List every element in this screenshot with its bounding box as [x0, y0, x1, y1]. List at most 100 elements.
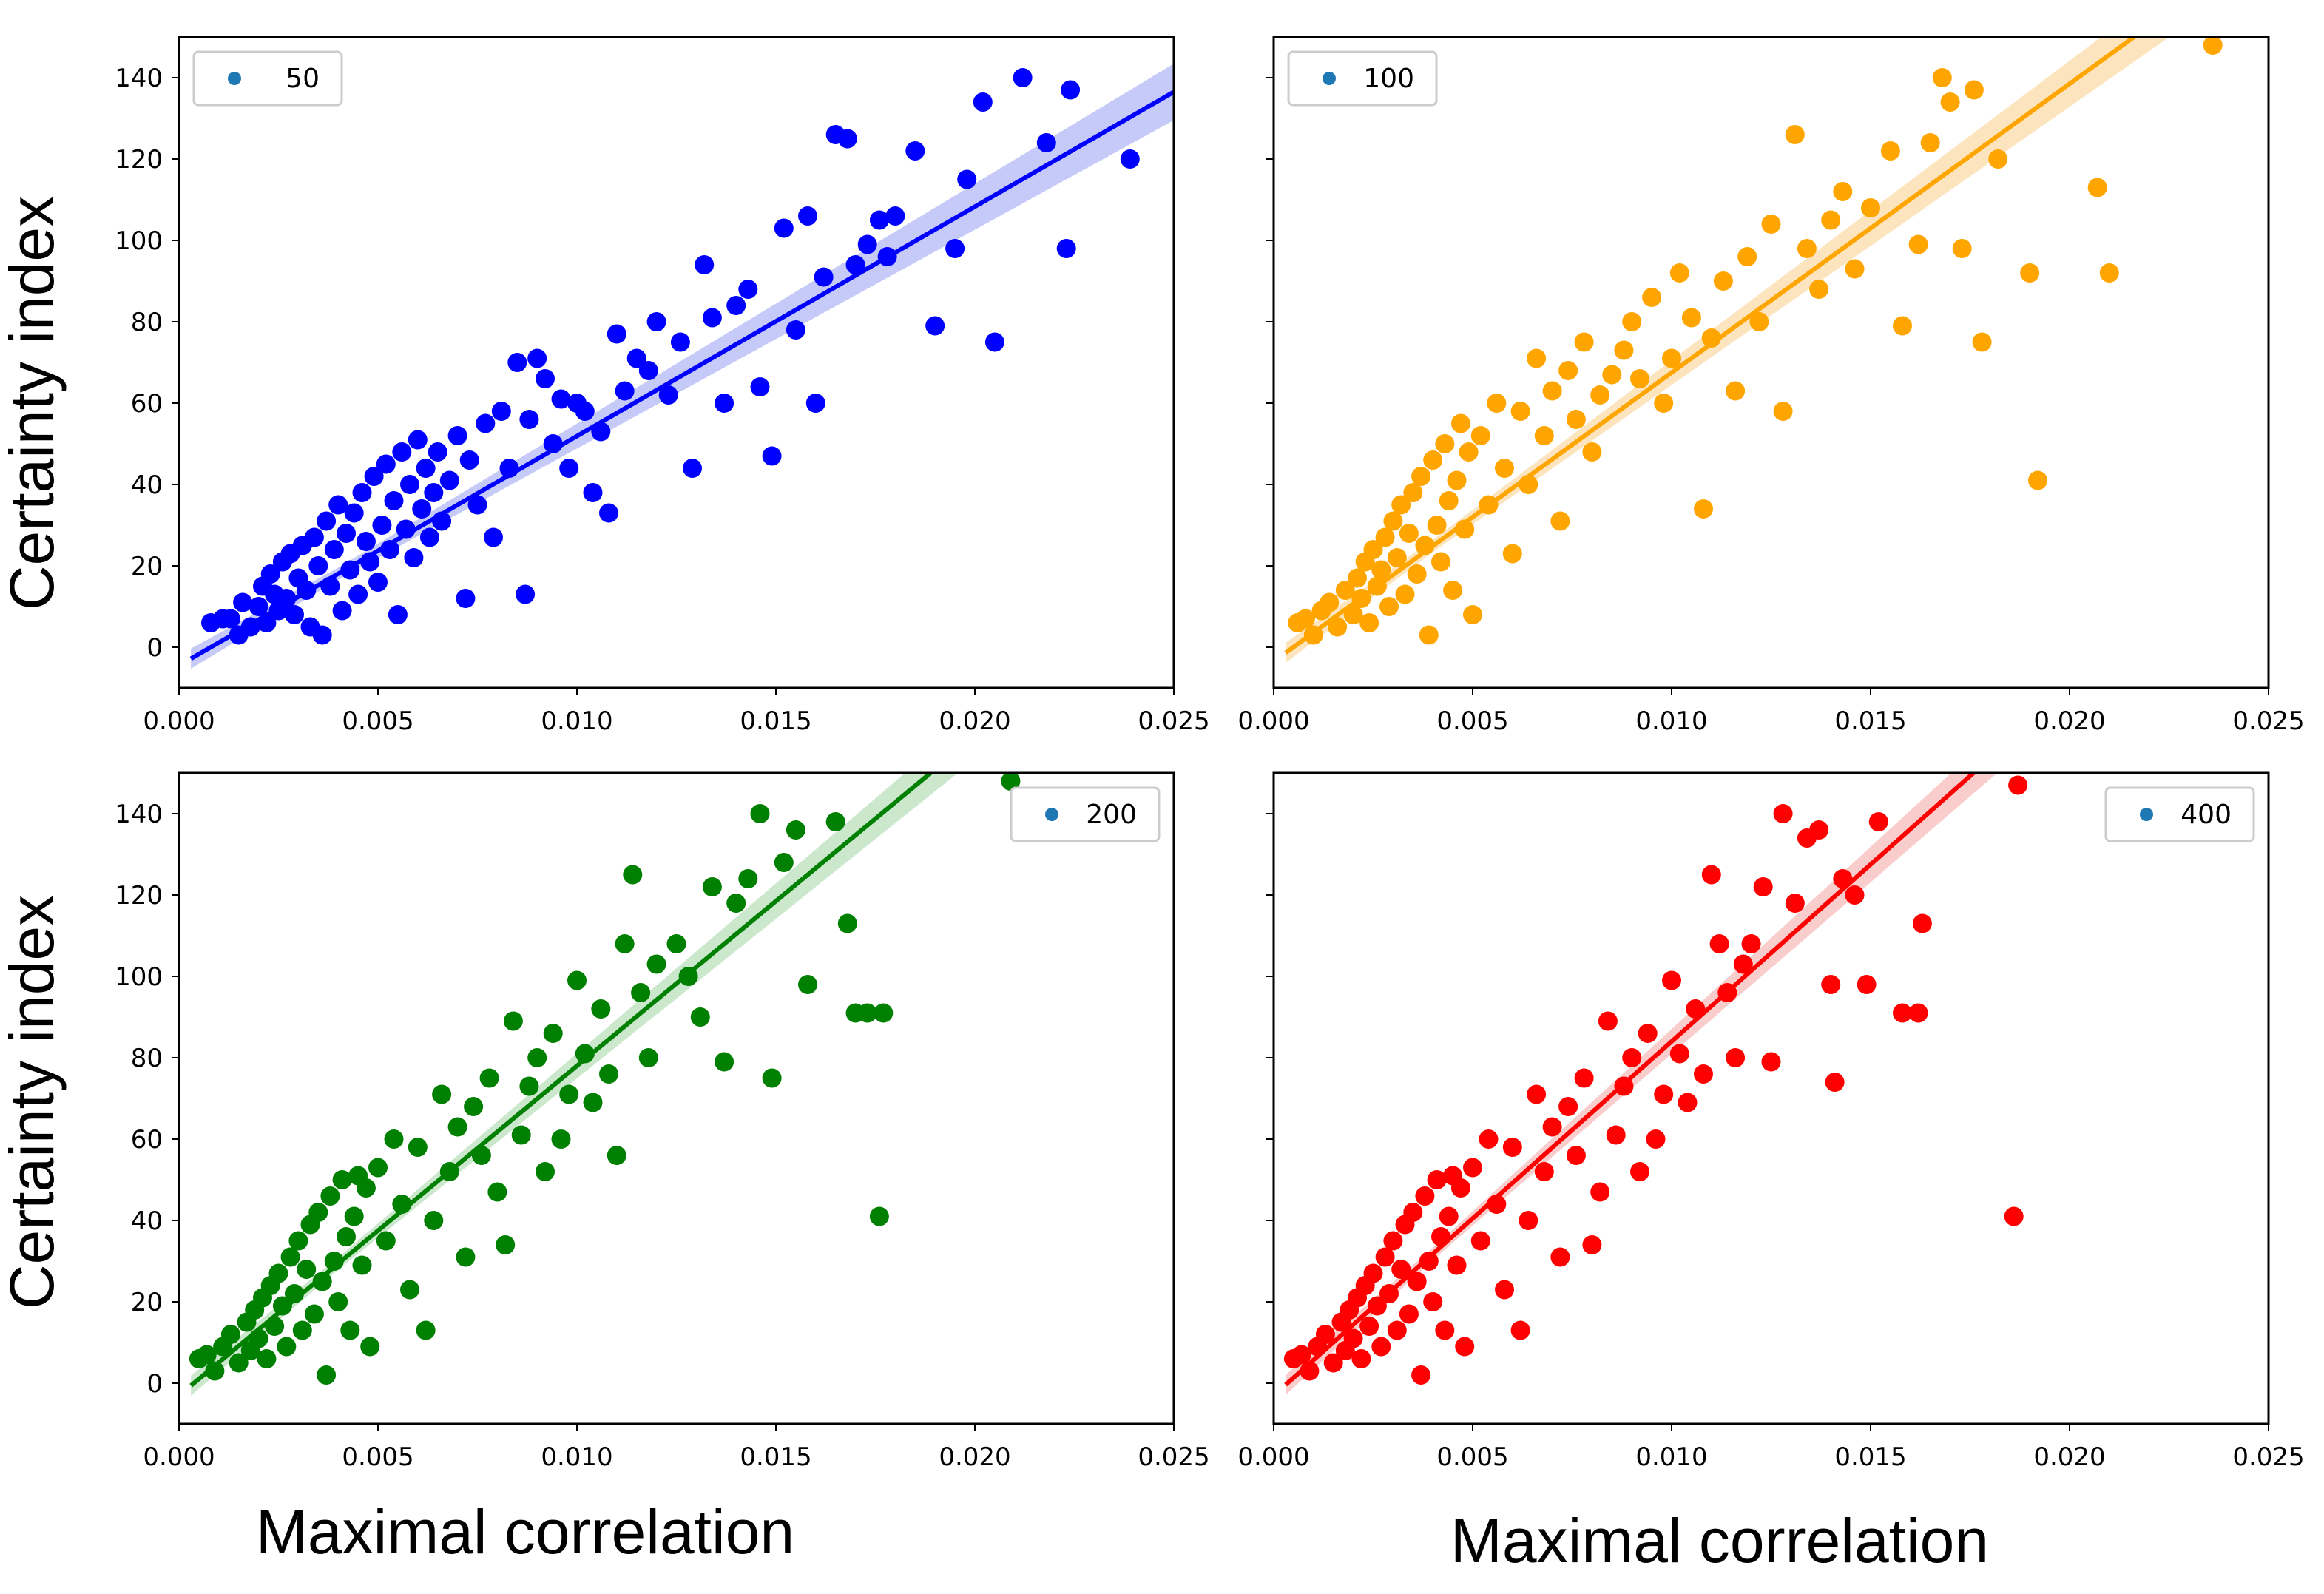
data-point [683, 459, 702, 478]
data-point [1363, 1263, 1383, 1283]
data-point [774, 853, 794, 872]
y-tick-label: 120 [115, 881, 163, 911]
data-point [1335, 581, 1355, 600]
data-point [1912, 913, 1932, 933]
data-point [400, 475, 419, 494]
data-point [559, 1084, 579, 1104]
data-point [1574, 332, 1594, 352]
data-point [702, 308, 722, 328]
x-tick-label: 0.010 [541, 1442, 612, 1472]
data-point [516, 584, 536, 604]
data-point [400, 1280, 419, 1300]
regression-line [1284, 773, 1977, 1387]
data-point [1857, 975, 1877, 994]
data-point [424, 483, 444, 502]
data-point [1737, 247, 1757, 266]
data-point [432, 1084, 452, 1104]
data-point [567, 970, 587, 990]
data-point [1423, 1292, 1443, 1311]
legend-box [2104, 786, 2255, 842]
data-point [1403, 1203, 1423, 1222]
data-point [814, 267, 834, 287]
data-point [984, 332, 1004, 352]
data-point [416, 459, 436, 478]
data-point [456, 1247, 476, 1267]
data-point [484, 527, 503, 547]
legend-label: 200 [1086, 800, 1137, 830]
data-point [519, 410, 539, 429]
data-point [973, 92, 993, 112]
x-tick-label: 0.020 [939, 706, 1010, 736]
data-point [1880, 141, 1900, 161]
data-point [280, 1247, 300, 1267]
data-point [715, 1052, 734, 1072]
data-point [1502, 544, 1522, 564]
data-point [798, 975, 817, 994]
data-point [1315, 1325, 1335, 1344]
data-point [1558, 1097, 1578, 1116]
data-point [503, 1011, 523, 1031]
legend-marker [2140, 808, 2153, 821]
data-point [288, 1231, 308, 1251]
data-point [1908, 1003, 1928, 1023]
data-point [1447, 470, 1467, 490]
data-point [2087, 178, 2107, 197]
plot-area [1283, 773, 2028, 1395]
data-point [356, 1178, 376, 1198]
x-tick-label: 0.000 [1237, 1442, 1309, 1472]
data-point [1001, 773, 1021, 791]
data-point [456, 589, 476, 608]
data-point [1642, 288, 1662, 307]
data-point [364, 467, 384, 486]
data-point [205, 1361, 225, 1381]
data-point [1387, 548, 1407, 567]
data-point [1726, 381, 1746, 401]
data-point [1785, 125, 1805, 144]
legend-label: 50 [286, 64, 320, 94]
data-point [1343, 1328, 1363, 1348]
data-point [825, 812, 845, 831]
data-point [1383, 511, 1403, 531]
data-point [658, 385, 678, 405]
data-point [738, 869, 758, 888]
data-point [599, 503, 618, 523]
data-point [384, 1129, 404, 1149]
x-tick-label: 0.020 [939, 1442, 1010, 1472]
data-point [1435, 1320, 1455, 1340]
data-point [1964, 80, 1984, 100]
data-point [1427, 1170, 1447, 1189]
data-point [2028, 470, 2047, 490]
data-point [1328, 617, 1348, 637]
data-point [1120, 149, 1140, 169]
data-point [1036, 133, 1056, 152]
data-point [1809, 820, 1829, 840]
data-point [2099, 263, 2119, 283]
data-point [1479, 1129, 1499, 1149]
data-point [1463, 605, 1482, 624]
x-axis-label-right: Maximal correlation [1450, 1506, 1989, 1576]
data-point [2008, 775, 2028, 795]
y-tick-label: 60 [131, 1125, 163, 1155]
data-point [1861, 198, 1880, 217]
data-point [476, 413, 496, 433]
data-point [332, 1170, 352, 1189]
data-point [467, 495, 487, 515]
data-point [1709, 934, 1729, 953]
data-point [638, 1048, 658, 1067]
data-point [260, 564, 280, 584]
x-tick-label: 0.005 [1436, 706, 1508, 736]
data-point [1450, 1178, 1470, 1198]
legend-box [1010, 786, 1161, 842]
data-point [360, 1337, 380, 1357]
data-point [388, 605, 408, 624]
data-point [798, 206, 817, 226]
data-point [575, 1044, 595, 1064]
data-point [1399, 1304, 1419, 1324]
data-point [543, 1024, 563, 1043]
data-point [1351, 1349, 1371, 1368]
data-point [1061, 80, 1081, 100]
data-point [1654, 1084, 1674, 1104]
data-point [464, 1097, 484, 1116]
data-point [1375, 527, 1395, 547]
y-tick-label: 40 [131, 1206, 163, 1236]
